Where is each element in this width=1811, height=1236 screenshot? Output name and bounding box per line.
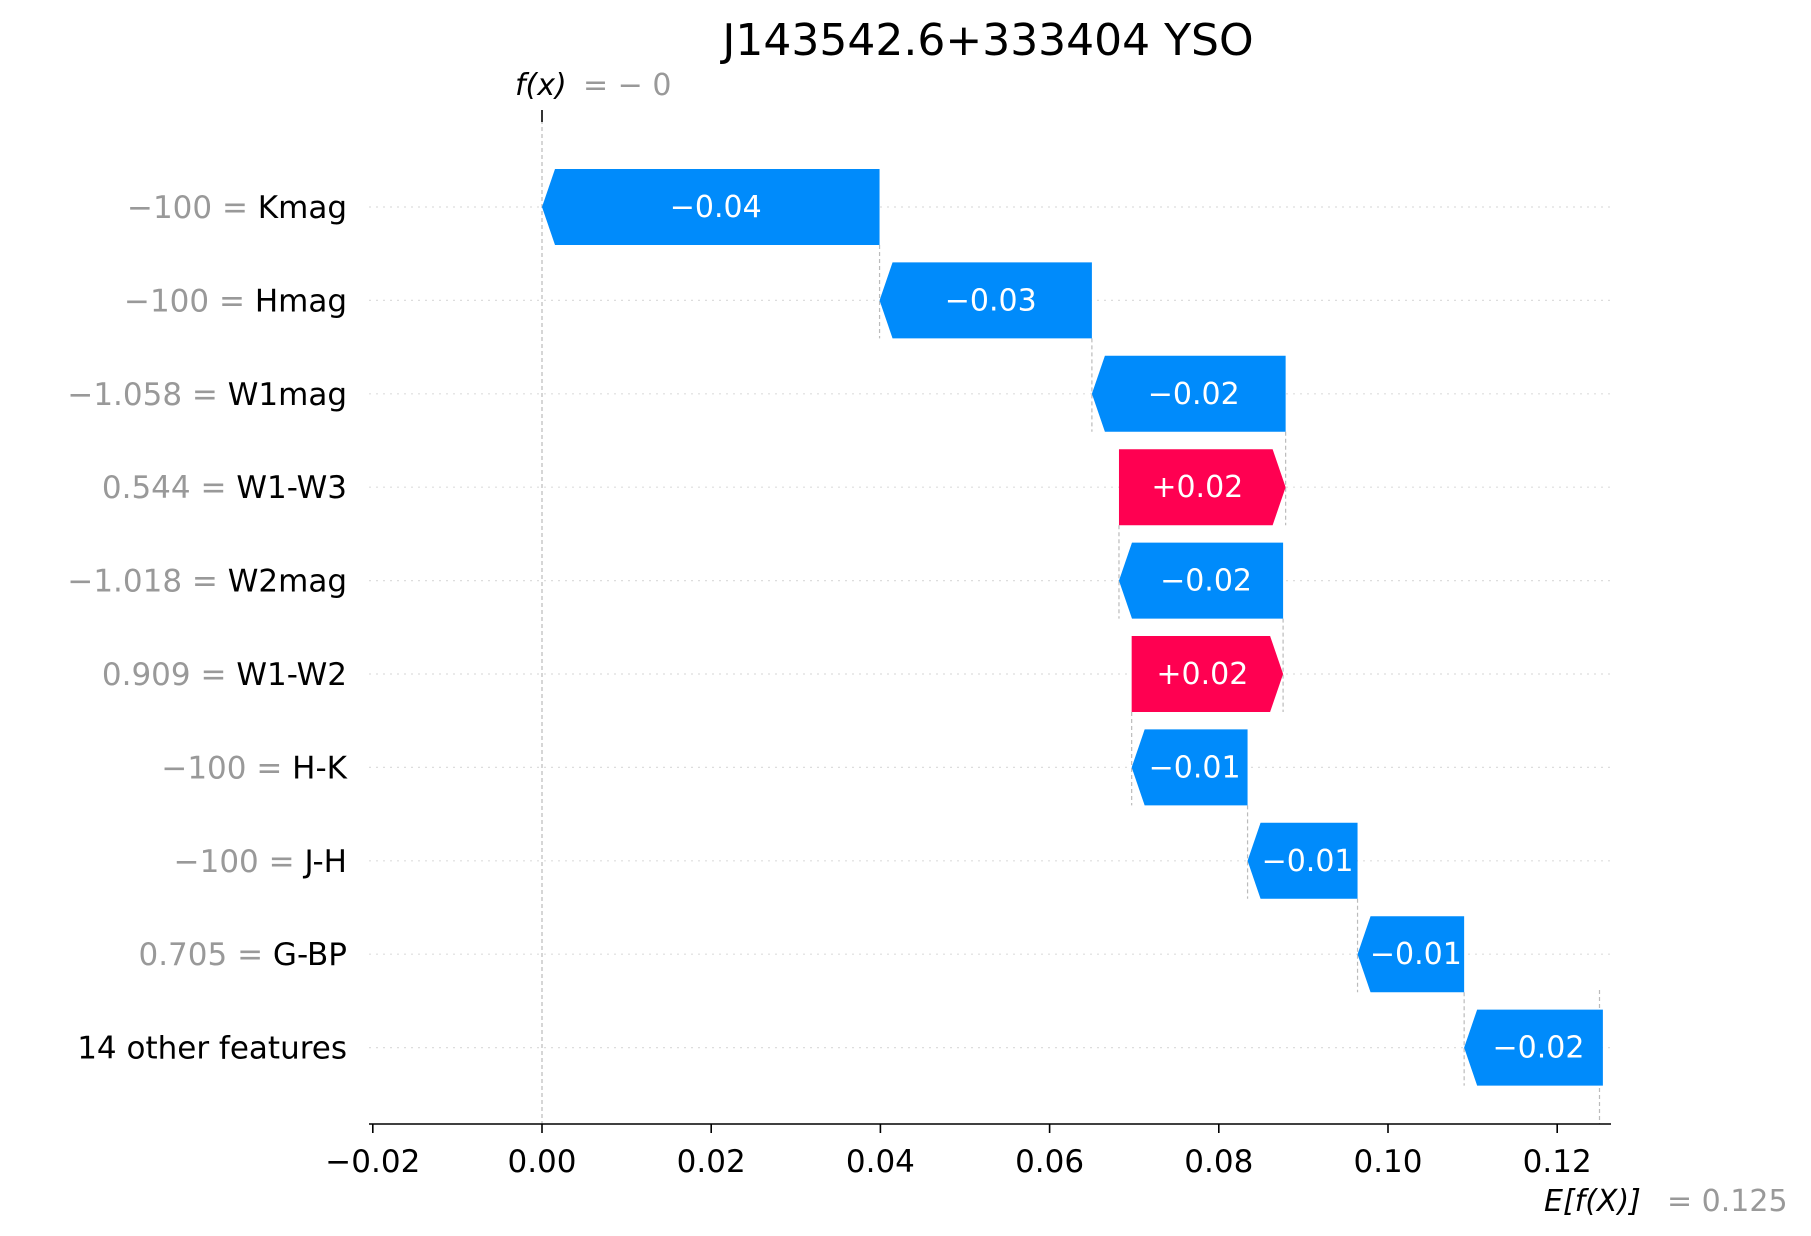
feature-name: Kmag: [258, 190, 347, 226]
feature-value: −100 =: [127, 190, 258, 226]
x-tick-label: 0.12: [1523, 1144, 1592, 1180]
x-tick-label: 0.02: [677, 1144, 746, 1180]
feature-value: 0.705 =: [138, 937, 272, 973]
feature-label: −100 = Kmag: [127, 190, 347, 226]
feature-value: −100 =: [161, 750, 292, 786]
feature-name: Hmag: [255, 283, 347, 319]
negative-bar: [1091, 355, 1286, 432]
x-ticks: −0.02 0.00 0.02 0.04 0.06 0.08 0.10 0.12: [325, 1124, 1592, 1180]
feature-value: −1.018 =: [67, 564, 227, 600]
feature-label: −100 = Hmag: [124, 283, 347, 319]
feature-value: 0.544 =: [102, 470, 236, 506]
feature-name: 14 other features: [77, 1031, 347, 1067]
fx-label: f(x): [515, 68, 567, 103]
x-tick-label: 0.06: [1015, 1144, 1084, 1180]
x-tick-label: 0.04: [846, 1144, 915, 1180]
bar-value-label: −0.02: [1493, 1031, 1585, 1066]
x-tick-label: 0.08: [1184, 1144, 1253, 1180]
feature-label: 0.705 = G-BP: [138, 937, 347, 973]
bars: −0.04 −0.03 −0.02 +0.02 −0.02 +0.02 −0.01 −0.01…: [542, 169, 1603, 1086]
feature-name: W1-W3: [236, 470, 347, 506]
feature-value: −100 =: [124, 283, 255, 319]
feature-label: −100 = J-H: [174, 844, 347, 880]
fx-value: = − 0: [583, 68, 671, 103]
x-tick-label: −0.02: [325, 1144, 420, 1180]
reference-lines: [541, 110, 1601, 1124]
ex-value: = 0.125: [1667, 1184, 1788, 1219]
feature-name: G-BP: [273, 937, 347, 973]
chart-title: J143542.6+333404 YSO: [719, 15, 1253, 66]
negative-bar: [879, 262, 1092, 339]
negative-bar: [1357, 916, 1465, 993]
negative-bar: [1247, 822, 1358, 899]
negative-bar: [1118, 542, 1284, 619]
negative-bar: [1464, 1009, 1603, 1086]
bar-value-label: −0.02: [1148, 377, 1240, 412]
bar-value-label: −0.01: [1370, 937, 1462, 972]
x-tick-label: 0.00: [507, 1144, 576, 1180]
ex-label: E[f(X)]: [1544, 1184, 1641, 1219]
feature-label: 14 other features: [77, 1031, 347, 1067]
feature-name: H-K: [292, 750, 347, 786]
positive-bar: [1131, 636, 1284, 712]
feature-value: −1.058 =: [67, 377, 227, 413]
positive-bar: [1118, 449, 1286, 526]
bar-value-label: −0.01: [1262, 844, 1354, 879]
feature-value: 0.909 =: [102, 657, 236, 693]
feature-name: W1-W2: [236, 657, 347, 693]
feature-label: −100 = H-K: [161, 750, 347, 786]
bar-value-label: −0.02: [1160, 564, 1252, 599]
x-tick-label: 0.10: [1353, 1144, 1422, 1180]
bar-value-label: −0.01: [1149, 750, 1241, 785]
feature-value: −100 =: [174, 844, 305, 880]
feature-label: 0.544 = W1-W3: [102, 470, 347, 506]
feature-name: W1mag: [228, 377, 347, 413]
feature-label: −1.058 = W1mag: [67, 377, 347, 413]
feature-label: 0.909 = W1-W2: [102, 657, 347, 693]
bar-value-label: +0.02: [1156, 657, 1248, 692]
y-labels: −100 = Kmag−100 = Hmag−1.058 = W1mag0.54…: [67, 190, 347, 1067]
bar-value-label: +0.02: [1151, 470, 1243, 505]
x-axis: −0.02 0.00 0.02 0.04 0.06 0.08 0.10 0.12: [325, 1123, 1611, 1180]
ex-annotation: E[f(X)] = 0.125: [1544, 1184, 1788, 1219]
feature-name: W2mag: [228, 564, 347, 600]
negative-bar: [542, 169, 880, 245]
feature-name: J-H: [302, 844, 347, 880]
fx-annotation: f(x) = − 0: [515, 68, 671, 103]
negative-bar: [1131, 729, 1248, 806]
feature-label: −1.018 = W2mag: [67, 564, 347, 600]
bar-value-label: −0.04: [670, 190, 762, 225]
bar-value-label: −0.03: [945, 283, 1037, 318]
